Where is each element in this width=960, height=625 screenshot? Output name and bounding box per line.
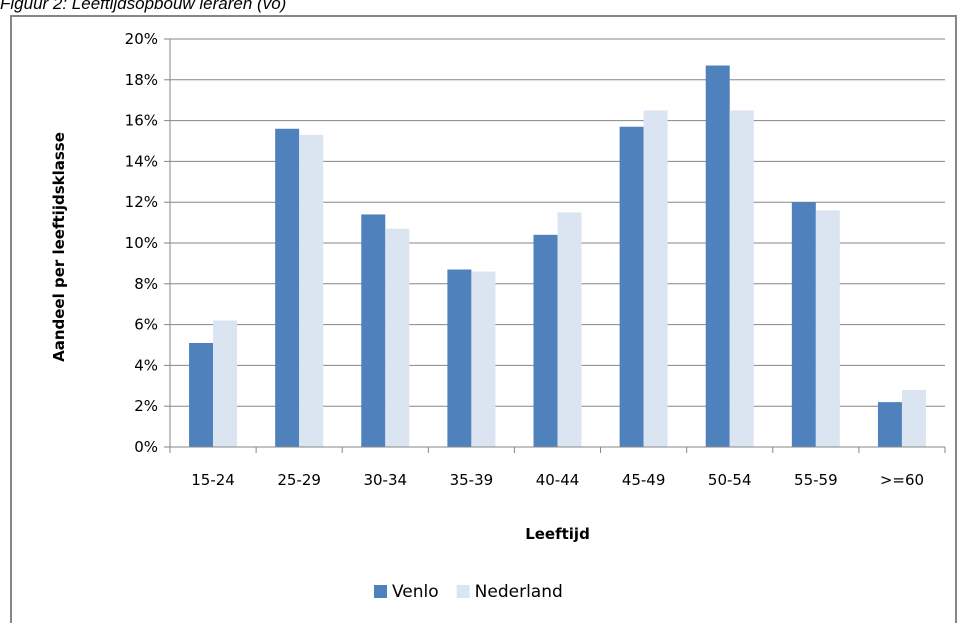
y-tick-label: 10% <box>125 234 158 252</box>
bar-venlo-6 <box>705 65 730 447</box>
bar-nederland-2 <box>385 228 410 447</box>
bar-venlo-4 <box>533 234 558 447</box>
bar-nederland-7 <box>815 210 840 447</box>
y-tick-label: 12% <box>125 193 158 211</box>
bar-venlo-1 <box>275 128 300 447</box>
y-tick-label: 20% <box>125 30 158 48</box>
y-tick-label: 16% <box>125 112 158 130</box>
bars <box>189 65 926 448</box>
legend-label-nederland: Nederland <box>475 582 563 602</box>
x-tick-label: >=60 <box>880 471 924 489</box>
x-tick-label: 15-24 <box>191 471 235 489</box>
bar-venlo-3 <box>447 269 472 447</box>
bar-venlo-7 <box>791 202 816 447</box>
y-axis-title: Aandeel per leeftijdsklasse <box>50 132 68 362</box>
chart-frame: 0% 2% 4% 6% 8% 10% 12% 14% 16% 18% 20% 15-24 25-29 30… <box>10 15 957 623</box>
legend-label-venlo: Venlo <box>392 582 439 602</box>
x-axis-title: Leeftijd <box>525 525 590 543</box>
y-tick-label: 18% <box>125 71 158 89</box>
bar-venlo-2 <box>361 214 386 447</box>
bar-nederland-8 <box>901 389 926 447</box>
x-tick-label: 50-54 <box>708 471 752 489</box>
y-tick-label: 4% <box>134 356 158 374</box>
x-tick-label: 35-39 <box>450 471 494 489</box>
x-tick-label: 40-44 <box>536 471 580 489</box>
tick-labels: 0% 2% 4% 6% 8% 10% 12% 14% 16% 18% 20% 15-24 25-29 30… <box>125 30 924 489</box>
y-tick-label: 2% <box>134 397 158 415</box>
y-tick-label: 6% <box>134 316 158 334</box>
legend-swatch-nederland <box>456 585 470 598</box>
bar-nederland-5 <box>643 110 668 448</box>
bar-chart: 0% 2% 4% 6% 8% 10% 12% 14% 16% 18% 20% 15-24 25-29 30… <box>50 30 946 602</box>
x-tick-label: 45-49 <box>622 471 666 489</box>
bar-venlo-8 <box>877 402 902 447</box>
y-tick-label: 14% <box>125 152 158 170</box>
y-tick-label: 0% <box>134 438 158 456</box>
x-tick-label: 25-29 <box>277 471 321 489</box>
bar-nederland-1 <box>299 134 324 447</box>
bar-nederland-6 <box>729 110 754 448</box>
bar-venlo-5 <box>619 126 644 447</box>
x-tick-label: 55-59 <box>794 471 838 489</box>
legend-swatch-venlo <box>374 585 387 598</box>
bar-nederland-4 <box>557 212 582 447</box>
bar-nederland-3 <box>471 271 496 447</box>
bar-nederland-0 <box>213 320 238 447</box>
axes <box>164 38 946 453</box>
legend: Venlo Nederland <box>374 582 563 602</box>
x-tick-label: 30-34 <box>363 471 407 489</box>
figure-caption: Figuur 2: Leeftijdsopbouw leraren (vo) <box>0 0 287 13</box>
bar-venlo-0 <box>189 342 214 447</box>
y-tick-label: 8% <box>134 275 158 293</box>
